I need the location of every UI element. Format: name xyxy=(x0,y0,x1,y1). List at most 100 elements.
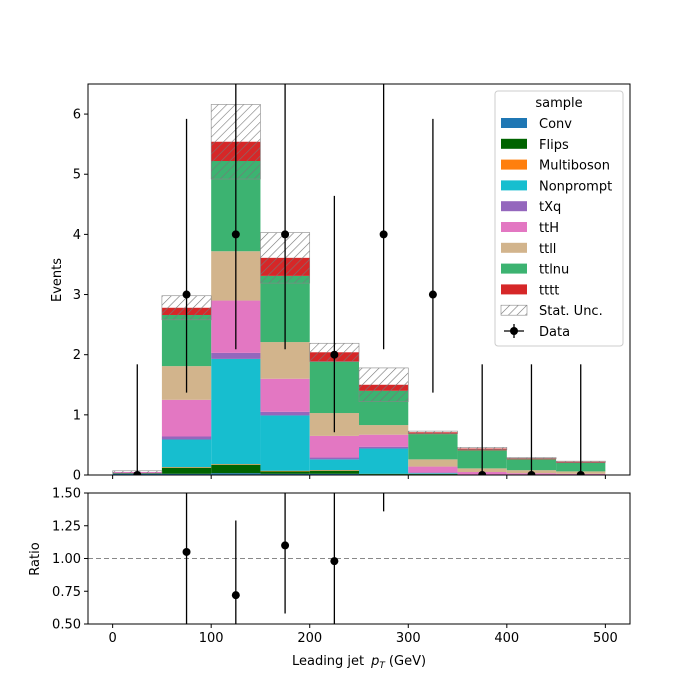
x-tick-label: 500 xyxy=(593,631,618,646)
legend-label-multiboson: Multiboson xyxy=(539,159,610,174)
data-point-9 xyxy=(576,471,585,475)
x-axis-label-main: Leading jet xyxy=(292,654,364,669)
ratio-y-tick-label: 0.50 xyxy=(52,618,81,633)
legend-swatch-flips xyxy=(501,138,527,149)
bar-txq-bin-3 xyxy=(260,411,310,416)
x-axis-label-var: p xyxy=(370,654,379,669)
main-frame xyxy=(87,83,631,476)
bar-tth-bin-4 xyxy=(309,435,359,458)
bar-tth-bin-6 xyxy=(408,466,458,473)
bar-nonprompt-bin-2 xyxy=(211,358,261,465)
legend-label-conv: Conv xyxy=(539,117,572,132)
legend-swatch-tth xyxy=(501,222,527,232)
ratio-y-axis-label: Ratio xyxy=(28,542,43,575)
bar-txq-bin-2 xyxy=(211,352,261,359)
legend-label-ttlnu: ttlnu xyxy=(539,263,569,278)
ratio-axes: 0.50 0.75 1.00 1.25 1.50 0 100 200 300 400 500 xyxy=(52,487,631,646)
data-point-1 xyxy=(182,290,191,299)
ratio-point-0 xyxy=(182,547,191,556)
x-tick-label: 200 xyxy=(297,631,322,646)
bar-multiboson-bin-4 xyxy=(309,470,359,471)
x-axis-label: Leading jet pT (GeV) xyxy=(292,654,426,671)
bar-conv-bin-4 xyxy=(309,473,359,475)
y-tick-label: 0 xyxy=(73,469,81,484)
x-axis-label-sub: T xyxy=(379,661,386,671)
legend-label-ttll: ttll xyxy=(539,242,556,257)
y-tick-label: 5 xyxy=(73,168,81,183)
legend-label-txq: tXq xyxy=(539,200,561,215)
legend-swatch-conv xyxy=(501,118,527,128)
ratio-y-tick-label: 1.50 xyxy=(52,487,81,502)
data-point-7 xyxy=(478,471,487,475)
bar-tth-bin-5 xyxy=(359,434,409,447)
y-tick-label: 3 xyxy=(73,288,81,303)
data-point-2 xyxy=(231,230,240,239)
legend-swatch-ttlnu xyxy=(501,263,527,274)
ratio-point-2 xyxy=(281,541,290,550)
main-panel: 0 1 2 3 4 5 6 Events xyxy=(50,83,631,484)
x-tick-label: 300 xyxy=(396,631,421,646)
bar-flips-bin-6 xyxy=(408,473,458,475)
legend-label-stat-unc: Stat. Unc. xyxy=(539,304,603,319)
legend-swatch-stat-unc xyxy=(500,304,528,316)
x-tick-label: 0 xyxy=(108,631,116,646)
data-point-0 xyxy=(133,471,142,475)
bar-nonprompt-bin-4 xyxy=(309,459,359,471)
x-tick-label: 400 xyxy=(494,631,519,646)
bar-flips-bin-1 xyxy=(161,467,212,474)
y-tick-label: 4 xyxy=(73,228,81,243)
stat-unc-bin-6 xyxy=(407,430,458,434)
bar-tth-bin-1 xyxy=(161,399,212,437)
bar-txq-bin-5 xyxy=(359,446,409,449)
bar-flips-bin-5 xyxy=(359,473,409,475)
ratio-y-tick-label: 1.25 xyxy=(52,519,81,534)
data-point-4 xyxy=(330,350,339,359)
ratio-panel: 0.50 0.75 1.00 1.25 1.50 0 100 200 300 400 500 Rat… xyxy=(28,487,631,646)
legend-swatch-tttt xyxy=(501,284,527,295)
legend-label-nonprompt: Nonprompt xyxy=(539,179,612,194)
legend-label-tttt: tttt xyxy=(539,283,559,298)
bar-multiboson-bin-1 xyxy=(161,467,212,468)
legend-box xyxy=(494,90,624,347)
main-axes: 0 1 2 3 4 5 6 xyxy=(73,83,631,484)
bar-ttll-bin-5 xyxy=(359,425,409,435)
legend-label-tth: ttH xyxy=(539,221,559,236)
bar-flips-bin-4 xyxy=(309,470,359,474)
x-tick-label: 100 xyxy=(199,631,224,646)
ratio-point-3 xyxy=(330,557,339,566)
bar-multiboson-bin-2 xyxy=(211,464,261,465)
y-tick-label: 6 xyxy=(73,108,81,123)
bar-flips-bin-3 xyxy=(260,471,310,474)
bar-txq-bin-1 xyxy=(161,436,212,440)
legend-swatch-txq xyxy=(501,201,527,212)
bar-nonprompt-bin-6 xyxy=(408,473,458,474)
legend-label-flips: Flips xyxy=(539,138,569,153)
y-axis-label: Events xyxy=(50,258,65,302)
ratio-y-tick-label: 0.75 xyxy=(52,585,81,600)
data-point-6 xyxy=(428,290,437,299)
data-point-3 xyxy=(281,230,290,239)
bar-tth-bin-3 xyxy=(260,378,310,412)
bar-multiboson-bin-3 xyxy=(260,470,310,472)
legend-swatch-nonprompt xyxy=(501,180,527,191)
legend-swatch-ttll xyxy=(501,242,527,253)
bar-conv-bin-1 xyxy=(161,473,212,475)
bar-conv-bin-3 xyxy=(260,473,310,475)
legend-title: sample xyxy=(535,96,582,111)
bar-nonprompt-bin-5 xyxy=(359,448,409,474)
bar-ttll-bin-6 xyxy=(408,459,458,467)
stat-unc-bin-5 xyxy=(358,367,409,402)
bar-flips-bin-2 xyxy=(211,464,261,474)
x-axis-label-unit: (GeV) xyxy=(389,654,426,669)
bar-txq-bin-6 xyxy=(408,472,458,474)
data-point-8 xyxy=(527,471,536,475)
data-points xyxy=(133,84,585,475)
bar-nonprompt-bin-1 xyxy=(161,439,212,468)
bar-txq-bin-4 xyxy=(309,457,359,460)
bar-ttlnu-bin-6 xyxy=(408,434,458,460)
legend-swatch-data xyxy=(510,327,518,335)
y-tick-label: 2 xyxy=(73,348,81,363)
legend-swatch-multiboson xyxy=(501,159,527,170)
ratio-y-tick-label: 1.00 xyxy=(52,552,81,567)
